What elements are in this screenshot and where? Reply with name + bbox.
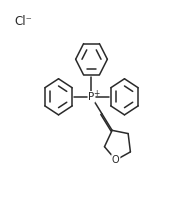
Text: Cl⁻: Cl⁻: [14, 15, 32, 28]
Text: O: O: [112, 155, 120, 165]
Text: +: +: [93, 89, 100, 98]
Text: P: P: [88, 92, 95, 102]
